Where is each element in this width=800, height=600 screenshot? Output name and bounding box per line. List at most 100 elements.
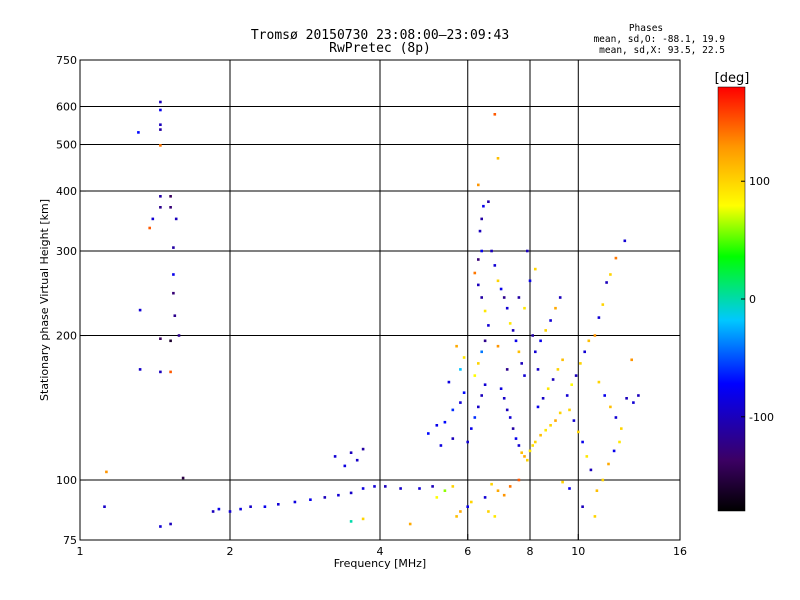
data-point xyxy=(546,387,550,390)
data-point xyxy=(459,368,462,371)
data-point xyxy=(466,440,469,444)
data-point xyxy=(528,449,532,453)
data-point xyxy=(536,405,540,409)
data-point xyxy=(169,206,172,209)
data-point xyxy=(589,468,593,472)
data-point xyxy=(493,515,497,518)
data-point xyxy=(159,123,162,126)
x-tick-label: 16 xyxy=(673,545,687,558)
data-point xyxy=(487,200,490,203)
x-tick-label: 10 xyxy=(571,545,585,558)
data-point xyxy=(520,362,523,365)
data-point xyxy=(480,394,483,397)
data-point xyxy=(480,350,483,354)
data-point xyxy=(585,455,589,458)
data-point xyxy=(603,394,606,397)
data-point xyxy=(531,444,534,447)
data-point xyxy=(477,405,480,409)
data-point xyxy=(523,306,526,310)
y-axis-label: Stationary phase Virtual Height [km] xyxy=(38,199,51,401)
data-point xyxy=(490,249,493,253)
data-point xyxy=(517,350,521,354)
data-point xyxy=(172,273,175,276)
data-point xyxy=(511,329,515,332)
data-point xyxy=(558,411,562,415)
data-point xyxy=(496,279,500,283)
data-point xyxy=(173,314,177,317)
data-point xyxy=(579,362,582,365)
data-point xyxy=(493,264,497,267)
data-point xyxy=(249,505,252,508)
data-point xyxy=(470,500,473,504)
colorbar-tick-label: 100 xyxy=(749,175,770,188)
data-point xyxy=(517,296,521,299)
data-point xyxy=(526,249,529,253)
data-point xyxy=(477,283,480,287)
data-point xyxy=(534,350,537,354)
data-point xyxy=(384,485,387,488)
data-point xyxy=(418,487,421,490)
data-point xyxy=(508,322,512,325)
data-point xyxy=(159,144,162,147)
data-point xyxy=(473,271,477,275)
data-point xyxy=(565,394,569,397)
data-point xyxy=(496,344,500,348)
data-point xyxy=(309,498,312,501)
data-point xyxy=(499,387,503,390)
x-tick-label: 4 xyxy=(377,545,384,558)
data-point xyxy=(435,496,439,499)
data-point xyxy=(609,405,612,409)
data-point xyxy=(172,246,175,249)
data-point xyxy=(607,462,610,466)
y-tick-label: 100 xyxy=(56,474,77,487)
data-point xyxy=(277,503,280,506)
data-point xyxy=(482,204,485,208)
x-tick-label: 6 xyxy=(464,545,471,558)
data-point xyxy=(337,493,340,497)
data-points xyxy=(103,100,640,528)
data-point xyxy=(568,487,571,490)
data-point xyxy=(361,517,365,521)
data-point xyxy=(138,308,142,312)
data-point xyxy=(499,287,503,291)
data-point xyxy=(477,183,480,187)
data-point xyxy=(587,339,591,343)
data-point xyxy=(554,306,557,310)
data-point xyxy=(502,397,506,400)
axis-ticks: 1 2 4 6 8 10 16 75 100 200 300 400 500 600 750 xyxy=(56,54,687,558)
data-point xyxy=(601,303,605,306)
data-point xyxy=(581,440,584,444)
data-point xyxy=(526,458,529,462)
data-point xyxy=(159,100,162,104)
data-point xyxy=(159,370,162,374)
data-point xyxy=(561,480,564,484)
data-point xyxy=(534,267,537,271)
phases-x-stats: mean, sd,X: 93.5, 22.5 xyxy=(599,45,725,56)
colorbar-label: [deg] xyxy=(715,71,750,86)
data-point xyxy=(544,329,547,332)
data-point xyxy=(333,455,337,458)
data-point xyxy=(443,420,447,424)
data-point xyxy=(427,432,430,435)
data-point xyxy=(455,344,458,348)
data-point xyxy=(572,419,576,422)
data-point xyxy=(373,485,376,488)
data-point xyxy=(480,296,483,299)
data-point xyxy=(505,368,509,371)
data-point xyxy=(169,522,172,526)
data-point xyxy=(508,416,512,419)
data-point xyxy=(473,374,477,377)
data-point xyxy=(447,380,451,384)
data-point xyxy=(493,113,497,116)
data-point xyxy=(612,449,616,453)
data-point xyxy=(511,427,515,430)
data-point xyxy=(451,408,455,412)
data-point xyxy=(473,416,477,419)
data-point xyxy=(239,507,242,511)
data-point xyxy=(103,505,106,508)
data-point xyxy=(487,324,490,327)
data-point xyxy=(439,444,443,447)
x-tick-label: 8 xyxy=(527,545,534,558)
data-point xyxy=(583,350,586,354)
x-axis-label: Frequency [MHz] xyxy=(334,557,426,570)
